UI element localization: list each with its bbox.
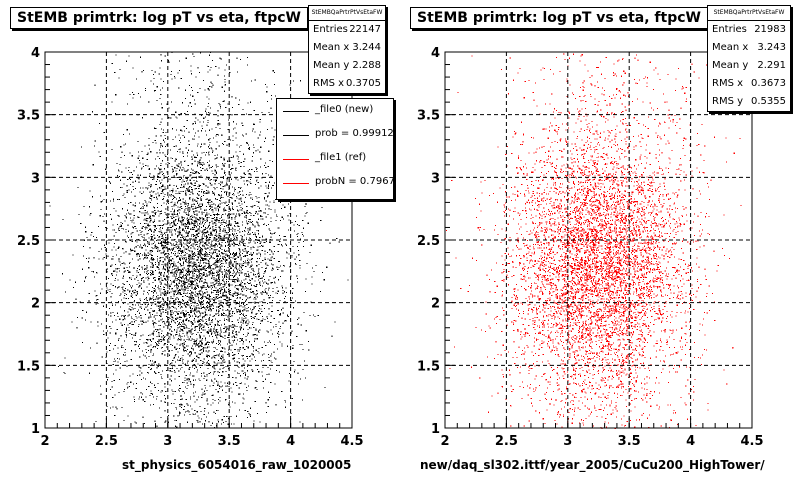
right-stats-row: RMS y 0.5355 — [708, 93, 790, 111]
stats-value: 0.5355 — [751, 96, 786, 107]
right-stats-row: RMS x 0.3673 — [708, 75, 790, 93]
legend-line-black — [283, 135, 309, 136]
legend-label: prob = 0.999125 — [315, 128, 394, 139]
right-stats-name: StEMBQaPrtrPtVsEtaFW — [708, 6, 790, 21]
x-tick-label: 2.5 — [95, 434, 118, 449]
right-stats-box: StEMBQaPrtrPtVsEtaFW Entries 21983 Mean x… — [707, 5, 791, 112]
y-tick-label: 3.5 — [417, 109, 440, 124]
left-stats-row: Mean x 3.244 — [309, 39, 385, 57]
x-tick-label: 4 — [286, 434, 295, 449]
legend-box: _file0 (new) prob = 0.999125 _file1 (ref… — [276, 98, 394, 200]
left-stats-row: RMS x 0.3705 — [309, 75, 385, 93]
y-tick-label: 2 — [431, 297, 440, 312]
right-plot-title: StEMB primtrk: log pT vs eta, ftpcW — [410, 7, 708, 29]
right-stats-row: Mean x 3.243 — [708, 39, 790, 57]
stats-value: 2.288 — [352, 60, 381, 71]
legend-entry: _file0 (new) — [277, 99, 393, 123]
x-tick-label: 3 — [163, 434, 172, 449]
legend-entry: prob = 0.999125 — [277, 123, 393, 147]
stats-label: Mean x — [313, 42, 350, 53]
y-tick-label: 2.5 — [17, 234, 40, 249]
stats-value: 21983 — [754, 24, 786, 35]
y-tick-label: 1.5 — [417, 359, 440, 374]
y-tick-label: 1 — [31, 422, 40, 437]
legend-entry: probN = 0.796771 — [277, 171, 393, 195]
left-scatter-plot: 2 2.5 3 3.5 4 4.5 1 1.5 2 2.5 3 3.5 4 — [17, 46, 364, 449]
y-tick-label: 1 — [431, 422, 440, 437]
stats-label: Entries — [313, 24, 348, 35]
left-plot-title: StEMB primtrk: log pT vs eta, ftpcW — [10, 7, 308, 29]
legend-label: _file1 (ref) — [315, 152, 367, 163]
legend-entry: _file1 (ref) — [277, 147, 393, 171]
right-stats-row: Entries 21983 — [708, 21, 790, 39]
x-tick-label: 4 — [686, 434, 695, 449]
y-tick-label: 3 — [31, 171, 40, 186]
x-tick-label: 2.5 — [495, 434, 518, 449]
stats-label: Entries — [712, 24, 747, 35]
stats-label: RMS x — [712, 78, 744, 89]
stats-value: 3.244 — [352, 42, 381, 53]
x-tick-label: 3.5 — [218, 434, 241, 449]
right-scatter-plot: 2 2.5 3 3.5 4 4.5 1 1.5 2 2.5 3 3.5 4 — [417, 46, 764, 449]
stats-label: RMS y — [712, 96, 744, 107]
stats-value: 3.243 — [757, 42, 786, 53]
right-x-axis-title: new/daq_sl302.ittf/year_2005/CuCu200_Hig… — [420, 458, 765, 472]
legend-line-red — [283, 183, 309, 184]
y-tick-label: 4 — [431, 46, 440, 61]
stats-label: RMS x — [313, 78, 345, 89]
left-stats-row: Mean y 2.288 — [309, 57, 385, 75]
y-tick-label: 4 — [31, 46, 40, 61]
x-tick-label: 4.5 — [340, 434, 363, 449]
y-tick-label: 3.5 — [17, 109, 40, 124]
left-plot-pad: 2 2.5 3 3.5 4 4.5 1 1.5 2 2.5 3 3.5 4 StEMB primtrk:… — [0, 0, 400, 480]
x-tick-label: 4.5 — [740, 434, 763, 449]
legend-label: probN = 0.796771 — [315, 176, 394, 187]
left-x-axis-title: st_physics_6054016_raw_1020005 — [122, 458, 352, 472]
stats-label: Mean y — [712, 60, 749, 71]
stats-label: Mean x — [712, 42, 749, 53]
y-tick-label: 2 — [31, 297, 40, 312]
x-tick-label: 3 — [563, 434, 572, 449]
left-stats-name: StEMBQaPrtrPtVsEtaFW — [309, 6, 385, 21]
scatter-points — [446, 53, 742, 429]
x-tick-label: 2 — [40, 434, 49, 449]
x-tick-label: 2 — [440, 434, 449, 449]
y-tick-label: 2.5 — [417, 234, 440, 249]
x-tick-label: 3.5 — [618, 434, 641, 449]
stats-label: Mean y — [313, 60, 350, 71]
stats-value: 2.291 — [757, 60, 786, 71]
right-plot-pad: 2 2.5 3 3.5 4 4.5 1 1.5 2 2.5 3 3.5 4 StEMB primtrk:… — [400, 0, 800, 480]
stats-value: 22147 — [349, 24, 381, 35]
legend-line-red — [283, 159, 309, 160]
stats-value: 0.3705 — [346, 78, 381, 89]
stats-value: 0.3673 — [751, 78, 786, 89]
legend-label: _file0 (new) — [315, 104, 374, 115]
y-tick-label: 3 — [431, 171, 440, 186]
left-stats-row: Entries 22147 — [309, 21, 385, 39]
legend-line-black — [283, 111, 309, 112]
right-stats-row: Mean y 2.291 — [708, 57, 790, 75]
y-tick-label: 1.5 — [17, 359, 40, 374]
left-stats-box: StEMBQaPrtrPtVsEtaFW Entries 22147 Mean x… — [308, 5, 386, 94]
